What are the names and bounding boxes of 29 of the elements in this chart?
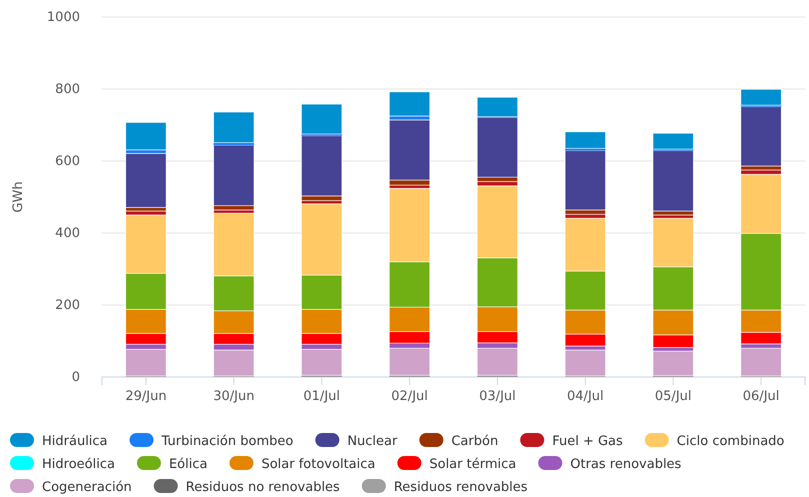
- legend-label: Hidroeólica: [42, 457, 115, 472]
- legend-label: Ciclo combinado: [676, 434, 784, 449]
- legend-label: Fuel + Gas: [552, 434, 624, 449]
- x-tick-label: 30/Jun: [213, 389, 254, 404]
- x-tick-label: 03/Jul: [479, 389, 516, 404]
- legend-label: Carbón: [451, 434, 498, 449]
- legend-label: Residuos renovables: [394, 480, 528, 495]
- legend-label: Solar fotovoltaica: [261, 457, 376, 472]
- legend-label: Eólica: [168, 457, 208, 472]
- x-tick-label: 06/Jul: [742, 389, 780, 404]
- y-tick-label: 400: [55, 226, 80, 242]
- legend-label: Hidráulica: [42, 434, 108, 449]
- legend-label: Cogeneración: [42, 480, 132, 495]
- legend-label: Residuos no renovables: [186, 480, 340, 495]
- x-tick-label: 04/Jul: [567, 389, 604, 404]
- legend-label: Turbinación bombeo: [160, 434, 294, 449]
- x-tick-label: 29/Jun: [125, 389, 167, 404]
- legend-label: Otras renovables: [570, 457, 682, 472]
- x-tick-label: 05/Jul: [654, 389, 692, 404]
- legend-label: Solar térmica: [429, 457, 516, 472]
- y-axis-title: GWh: [11, 181, 26, 213]
- y-tick-label: 0: [72, 370, 80, 386]
- x-tick-label: 01/Jul: [303, 389, 340, 404]
- y-tick-label: 600: [55, 154, 80, 170]
- x-tick-label: 02/Jul: [391, 389, 428, 404]
- y-tick-label: 800: [55, 82, 80, 98]
- y-tick-label: 200: [55, 298, 80, 314]
- legend-label: Nuclear: [347, 434, 398, 449]
- y-tick-label: 1000: [46, 10, 80, 26]
